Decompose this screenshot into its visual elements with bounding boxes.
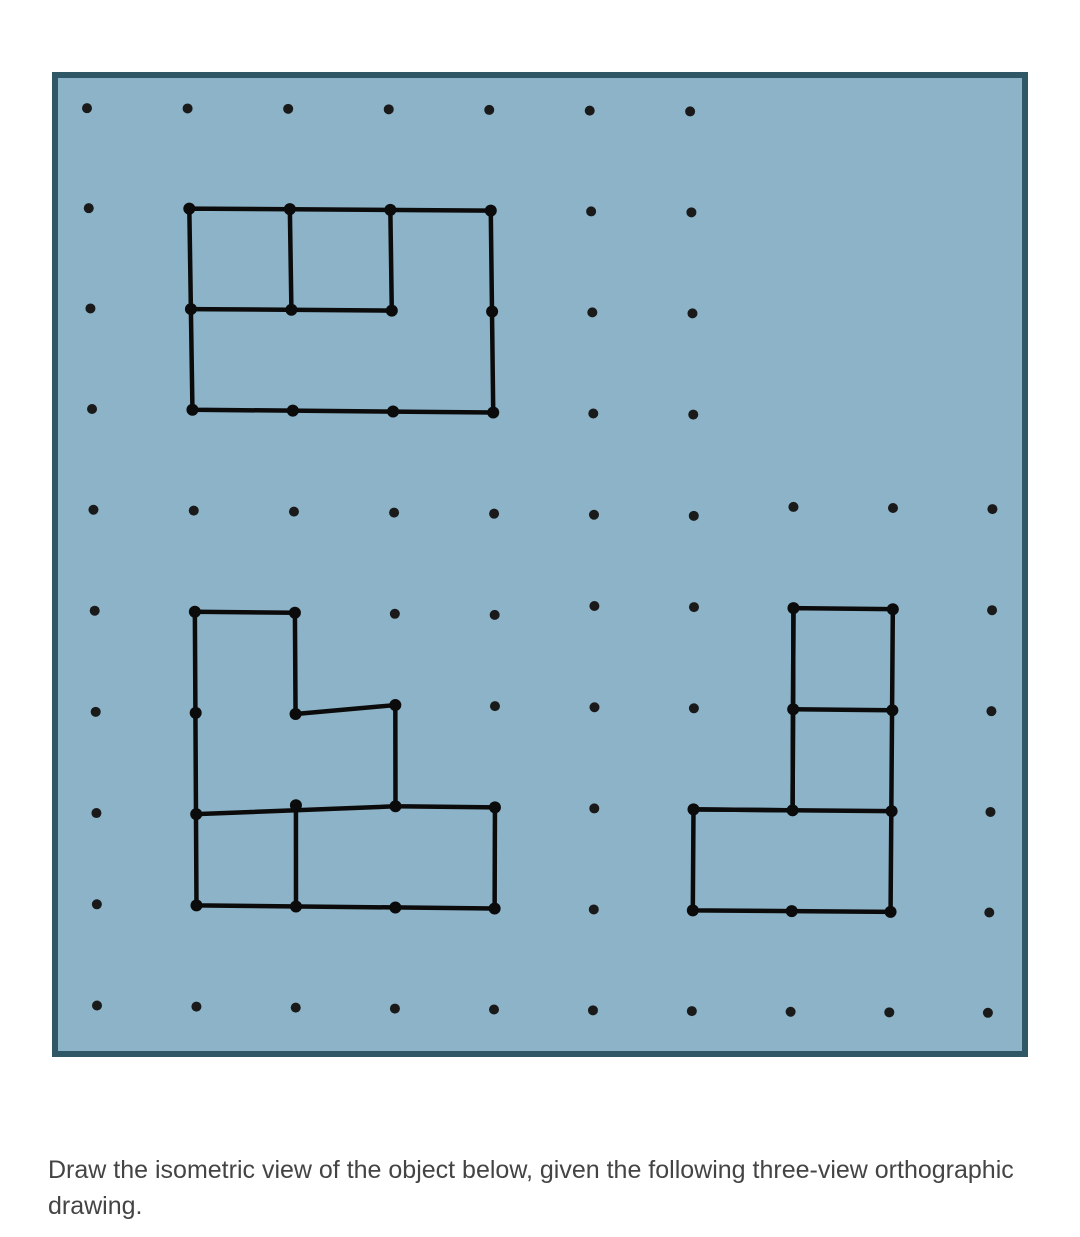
grid-dot bbox=[689, 703, 699, 713]
grid-dot bbox=[985, 807, 995, 817]
grid-dot bbox=[390, 609, 400, 619]
shape-vertex-dot bbox=[787, 703, 799, 715]
grid-dot bbox=[888, 503, 898, 513]
shape-vertex-dot bbox=[387, 406, 399, 418]
grid-dot bbox=[786, 1007, 796, 1017]
grid-dot bbox=[191, 1002, 201, 1012]
shape-vertex-dot bbox=[189, 606, 201, 618]
shape-vertex-dot bbox=[487, 406, 499, 418]
grid-dot bbox=[390, 1004, 400, 1014]
grid-dot bbox=[588, 409, 598, 419]
orthographic-diagram bbox=[52, 72, 1028, 1057]
shape-vertex-dot bbox=[886, 805, 898, 817]
grid-dot bbox=[884, 1007, 894, 1017]
grid-dot bbox=[589, 601, 599, 611]
grid-dot bbox=[87, 404, 97, 414]
shape-vertex-dot bbox=[489, 903, 501, 915]
grid-dot bbox=[489, 509, 499, 519]
grid-dot bbox=[686, 207, 696, 217]
shape-vertex-dot bbox=[183, 203, 195, 215]
grid-dot bbox=[189, 506, 199, 516]
grid-dot bbox=[688, 410, 698, 420]
grid-dot bbox=[283, 104, 293, 114]
shape-vertex-dot bbox=[489, 801, 501, 813]
shape-vertex-dot bbox=[289, 607, 301, 619]
shape-vertex-dot bbox=[290, 900, 302, 912]
grid-dot bbox=[687, 1006, 697, 1016]
shape-vertex-dot bbox=[287, 405, 299, 417]
grid-dot bbox=[85, 303, 95, 313]
shape-vertex-dot bbox=[886, 704, 898, 716]
grid-dot bbox=[183, 103, 193, 113]
grid-dot bbox=[291, 1003, 301, 1013]
page-root: Draw the isometric view of the object be… bbox=[0, 0, 1080, 1237]
grid-dot bbox=[983, 1008, 993, 1018]
grid-dot bbox=[489, 1004, 499, 1014]
grid-dot bbox=[587, 307, 597, 317]
grid-dot bbox=[92, 1001, 102, 1011]
grid-dot bbox=[987, 504, 997, 514]
shape-vertex-dot bbox=[389, 901, 401, 913]
shape-vertex-dot bbox=[285, 304, 297, 316]
shape-vertex-dot bbox=[787, 602, 799, 614]
grid-dot bbox=[88, 505, 98, 515]
grid-dot bbox=[589, 702, 599, 712]
shape-vertex-dot bbox=[787, 804, 799, 816]
shape-vertex-dot bbox=[485, 205, 497, 217]
grid-dot bbox=[984, 907, 994, 917]
grid-dot bbox=[586, 206, 596, 216]
grid-dot bbox=[484, 105, 494, 115]
grid-dot bbox=[289, 507, 299, 517]
grid-dot bbox=[82, 103, 92, 113]
top-view-edge bbox=[290, 209, 292, 310]
shape-vertex-dot bbox=[186, 404, 198, 416]
shape-vertex-dot bbox=[786, 905, 798, 917]
grid-dot bbox=[384, 104, 394, 114]
shape-vertex-dot bbox=[190, 707, 202, 719]
shape-vertex-dot bbox=[687, 904, 699, 916]
shape-vertex-dot bbox=[887, 603, 899, 615]
shape-vertex-dot bbox=[386, 305, 398, 317]
grid-dot bbox=[490, 610, 500, 620]
shape-vertex-dot bbox=[389, 800, 401, 812]
shape-vertex-dot bbox=[185, 303, 197, 315]
shape-vertex-dot bbox=[885, 906, 897, 918]
grid-dot bbox=[689, 511, 699, 521]
grid-dot bbox=[689, 602, 699, 612]
shape-vertex-dot bbox=[486, 305, 498, 317]
grid-dot bbox=[589, 904, 599, 914]
side-view-edge bbox=[793, 709, 892, 710]
grid-dot bbox=[588, 1005, 598, 1015]
grid-dot bbox=[90, 606, 100, 616]
grid-dot bbox=[84, 203, 94, 213]
grid-dot bbox=[91, 707, 101, 717]
grid-dot bbox=[92, 899, 102, 909]
shape-vertex-dot bbox=[384, 204, 396, 216]
grid-dot bbox=[788, 502, 798, 512]
shape-vertex-dot bbox=[190, 899, 202, 911]
grid-dot bbox=[685, 106, 695, 116]
shape-vertex-dot bbox=[290, 799, 302, 811]
shape-vertex-dot bbox=[687, 803, 699, 815]
shape-vertex-dot bbox=[284, 203, 296, 215]
shape-vertex-dot bbox=[389, 699, 401, 711]
grid-dot bbox=[986, 706, 996, 716]
caption-text: Draw the isometric view of the object be… bbox=[48, 1152, 1032, 1225]
grid-dot bbox=[987, 605, 997, 615]
grid-dot bbox=[589, 510, 599, 520]
grid-dot bbox=[585, 106, 595, 116]
grid-dot bbox=[687, 308, 697, 318]
grid-dot bbox=[389, 508, 399, 518]
grid-dot bbox=[91, 808, 101, 818]
top-view-edge bbox=[390, 210, 391, 311]
grid-dot bbox=[490, 701, 500, 711]
shape-vertex-dot bbox=[190, 808, 202, 820]
shape-vertex-dot bbox=[290, 708, 302, 720]
grid-dot bbox=[589, 803, 599, 813]
